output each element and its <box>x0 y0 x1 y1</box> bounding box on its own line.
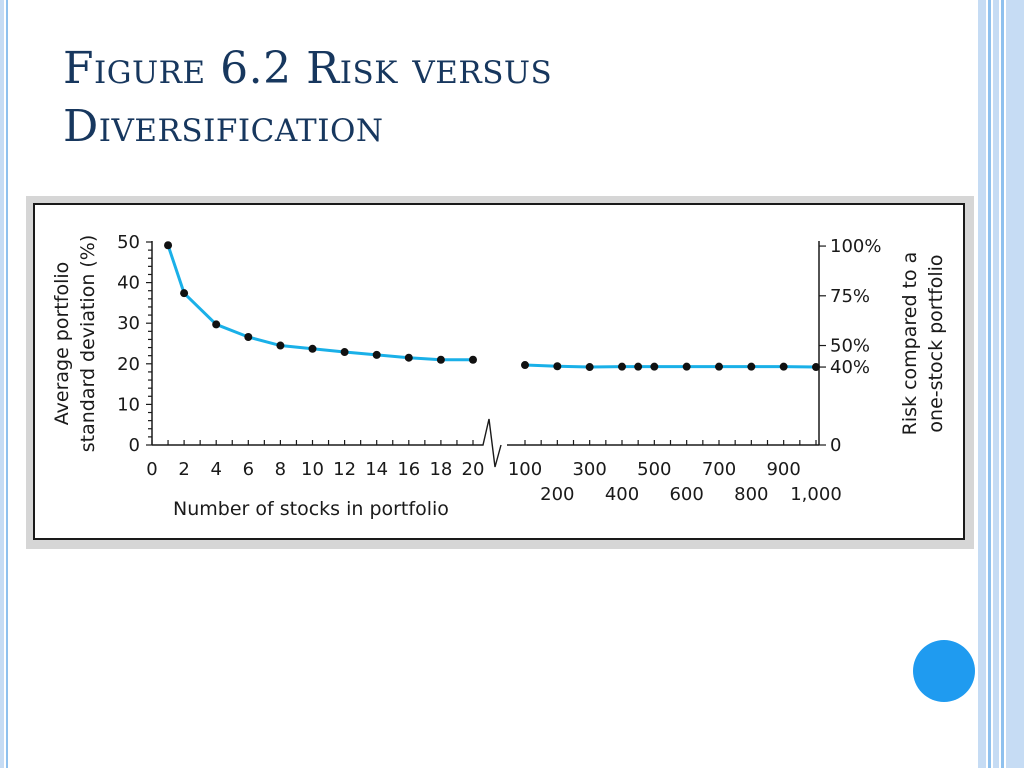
x-tick-label-lower: 800 <box>734 484 768 505</box>
data-point <box>340 348 349 357</box>
x-tick-label-upper: 300 <box>572 459 606 480</box>
axis-break <box>473 418 502 468</box>
data-point <box>715 362 723 371</box>
left-y-tick-label: 50 <box>117 232 140 253</box>
data-point <box>469 355 477 364</box>
data-point <box>634 362 643 371</box>
data-point <box>779 362 788 371</box>
x-tick-label-upper: 100 <box>508 459 542 480</box>
data-point <box>682 362 691 371</box>
x-tick-label-segment-1: 6 <box>243 459 254 480</box>
data-point <box>618 362 626 371</box>
left-y-tick-label: 40 <box>117 273 140 294</box>
left-y-axis-title: Average portfolio <box>51 262 73 426</box>
data-point <box>521 361 529 370</box>
data-point <box>812 363 820 372</box>
right-y-axis-title: one-stock portfolio <box>925 254 947 432</box>
x-tick-label-segment-1: 8 <box>275 459 286 480</box>
data-point <box>650 362 659 371</box>
data-point <box>276 341 285 350</box>
left-y-tick-label: 30 <box>117 313 140 334</box>
right-border-decoration <box>978 0 1024 768</box>
slide-nav-dot[interactable] <box>913 640 975 702</box>
x-axis-title: Number of stocks in portfolio <box>173 498 449 520</box>
slide-title: Figure 6.2 Risk versus Diversification <box>63 40 943 156</box>
data-point <box>553 362 562 371</box>
data-point <box>212 320 221 329</box>
x-tick-label-lower: 200 <box>540 484 574 505</box>
left-y-tick-label: 10 <box>117 394 140 415</box>
x-tick-label-segment-1: 12 <box>333 459 356 480</box>
x-tick-label-lower: 400 <box>605 484 639 505</box>
figure-frame <box>26 196 974 549</box>
data-point <box>585 363 594 372</box>
x-tick-label-segment-1: 14 <box>365 459 388 480</box>
data-point <box>747 362 756 371</box>
figure-panel <box>33 203 965 540</box>
data-point <box>372 350 381 359</box>
x-tick-label-segment-1: 18 <box>429 459 452 480</box>
left-y-axis-title: standard deviation (%) <box>77 235 99 453</box>
left-border-decoration <box>0 0 12 768</box>
x-tick-label-upper: 900 <box>766 459 800 480</box>
right-y-tick-label: 75% <box>830 286 870 307</box>
x-tick-label-lower: 1,000 <box>790 484 842 505</box>
data-point <box>180 289 189 298</box>
right-y-tick-label: 50% <box>830 336 870 357</box>
right-y-tick-label: 100% <box>830 236 881 257</box>
x-tick-label-segment-1: 10 <box>301 459 324 480</box>
data-point <box>404 353 413 362</box>
x-tick-label-segment-1: 16 <box>397 459 420 480</box>
x-tick-label-lower: 600 <box>669 484 703 505</box>
right-y-tick-label: 0 <box>830 435 841 456</box>
slide-title-line2: Diversification <box>63 101 384 152</box>
x-tick-label-upper: 700 <box>702 459 736 480</box>
x-tick-label-segment-1: 2 <box>178 459 189 480</box>
x-tick-label-segment-1: 4 <box>210 459 221 480</box>
series-line-segment-1 <box>166 244 473 362</box>
x-tick-label-segment-1: 20 <box>462 459 485 480</box>
right-y-axis-title: Risk compared to a <box>899 252 921 436</box>
slide-title-line1: Figure 6.2 Risk versus <box>63 43 553 94</box>
data-point <box>436 355 445 364</box>
x-tick-label-segment-1: 0 <box>146 459 157 480</box>
data-point <box>308 344 317 353</box>
right-y-tick-label: 40% <box>830 357 870 378</box>
x-tick-label-upper: 500 <box>637 459 671 480</box>
data-point <box>164 241 173 250</box>
left-y-tick-label: 0 <box>129 435 140 456</box>
left-y-tick-label: 20 <box>117 354 140 375</box>
series-line-segment-2 <box>524 363 817 369</box>
data-point <box>244 333 253 342</box>
